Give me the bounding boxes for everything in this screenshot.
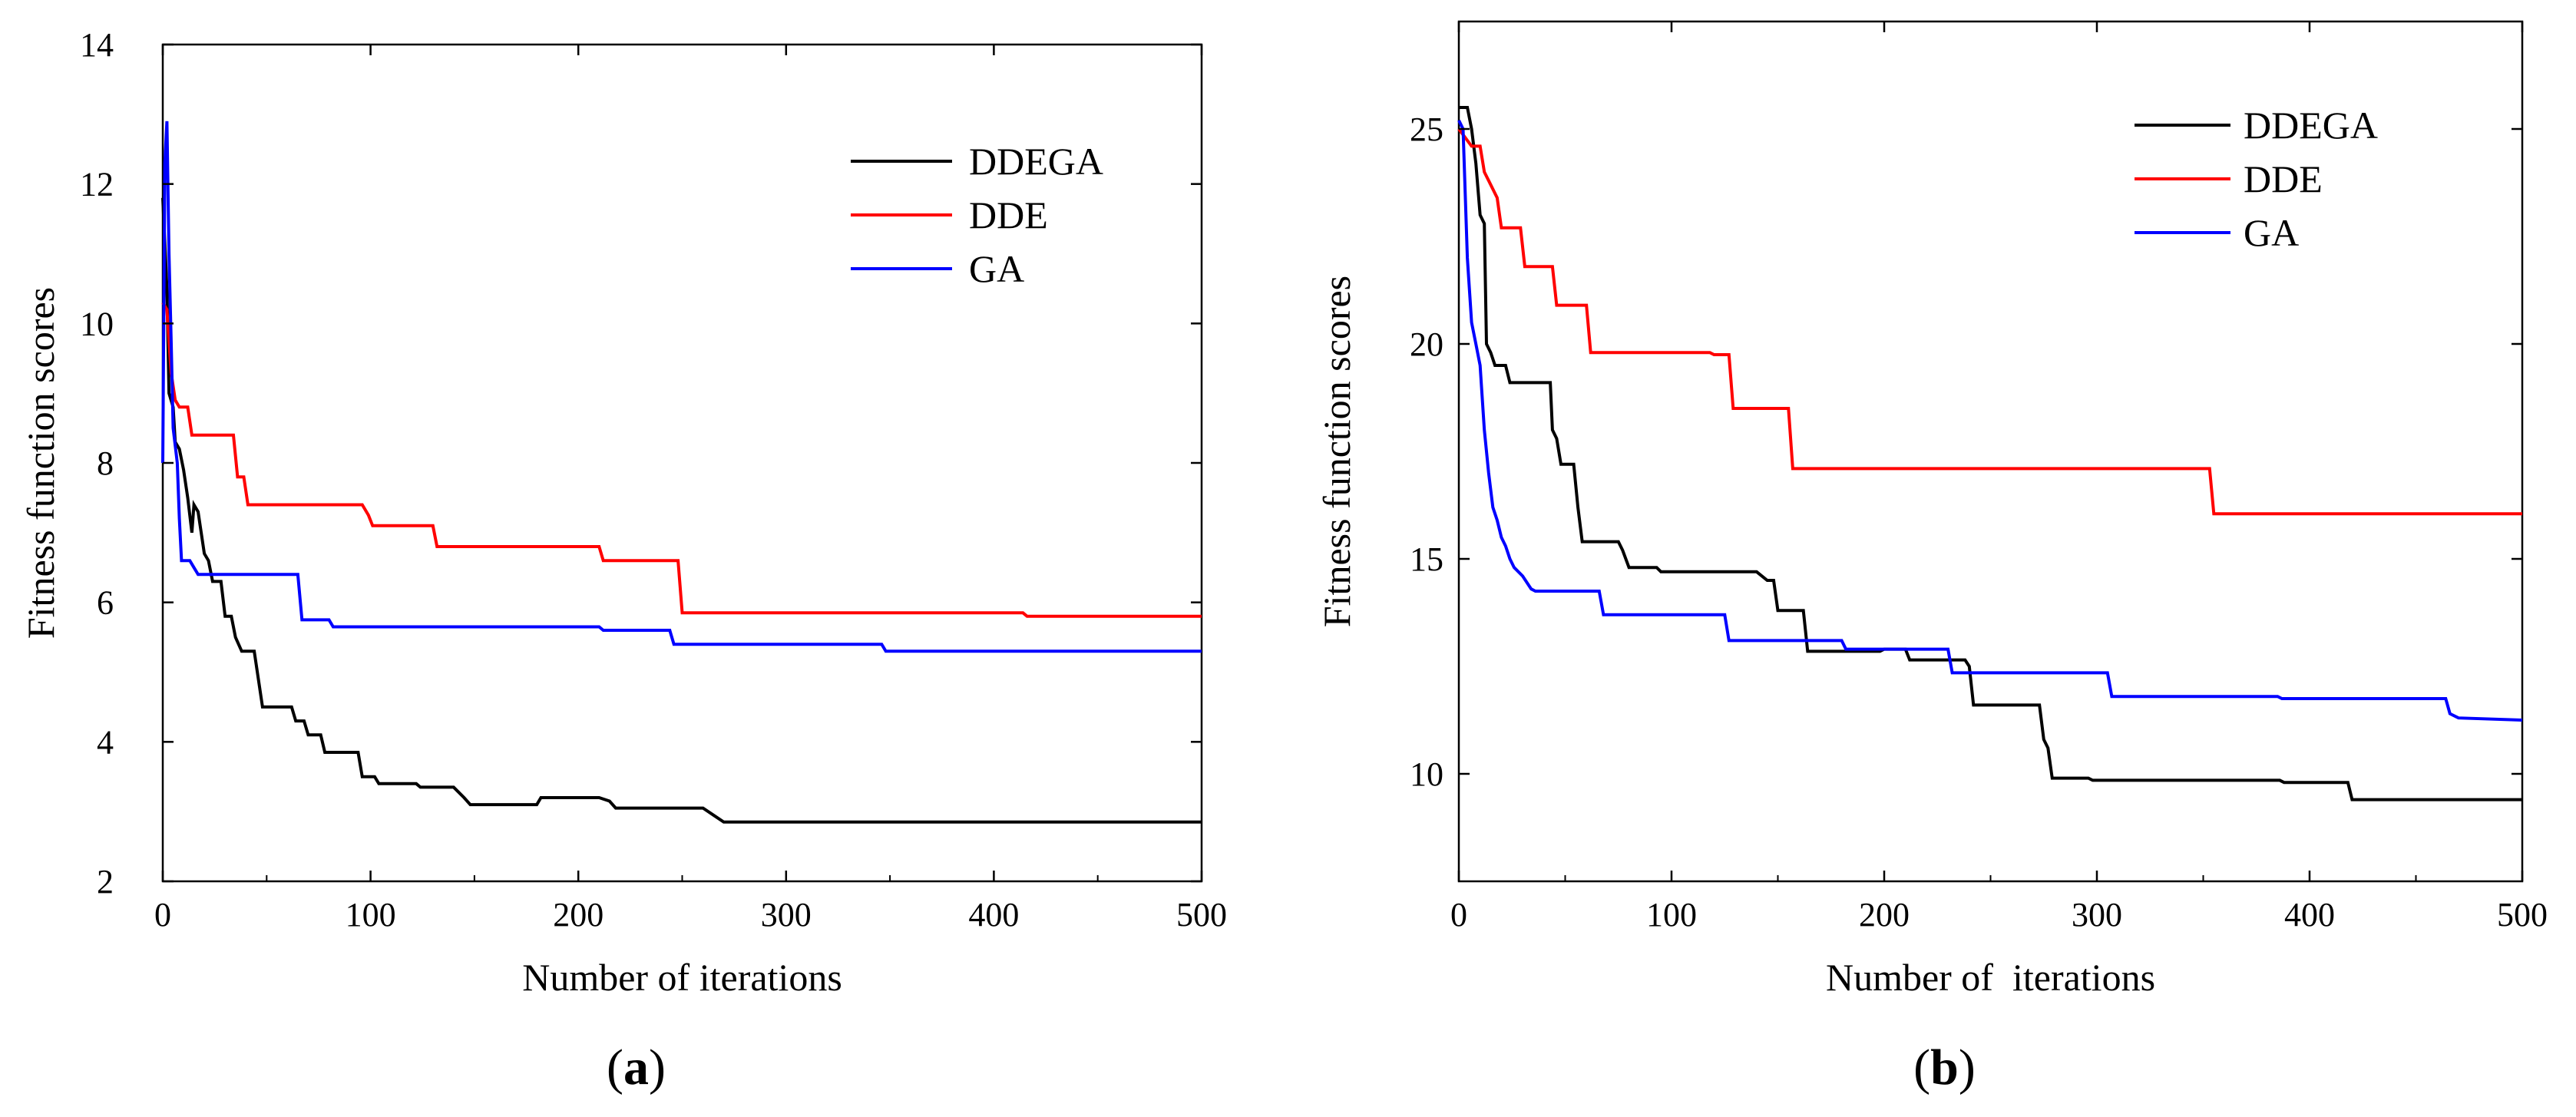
x-tick-label: 100 (1646, 896, 1697, 934)
x-tick-label: 0 (1450, 896, 1467, 934)
panel-caption: (a) (607, 1039, 666, 1096)
chart-panel-b: 0 100 200 300 400 500 10 15 20 25 Number of iterat… (1315, 20, 2548, 1096)
x-tick-label: 0 (154, 896, 171, 934)
x-tick-label: 300 (761, 896, 812, 934)
caption-letter: a (623, 1039, 649, 1096)
x-tick-label: 400 (2284, 896, 2335, 934)
y-tick-label: 4 (97, 723, 114, 761)
y-tick-label: 8 (97, 444, 114, 482)
y-tick-label: 10 (1410, 755, 1443, 793)
x-tick-label: 100 (346, 896, 396, 934)
plot-frame (1457, 20, 2524, 883)
legend-label-ddega: DDEGA (2244, 104, 2378, 147)
caption-open: ( (1913, 1039, 1930, 1096)
legend-label-dde: DDE (969, 193, 1048, 236)
x-axis-title: Number of iterations (522, 956, 842, 999)
legend-label-ddega: DDEGA (969, 140, 1103, 183)
caption-open: ( (607, 1039, 623, 1096)
caption-close: ) (1959, 1039, 1976, 1096)
legend-label-ga: GA (969, 247, 1024, 290)
y-axis-title: Fitness function scores (19, 287, 62, 639)
legend-label-ga: GA (2244, 211, 2299, 254)
x-tick-label: 200 (553, 896, 603, 934)
series-line-ddega (1459, 106, 2522, 801)
y-tick-label: 6 (97, 584, 114, 622)
x-tick-label: 200 (1859, 896, 1910, 934)
caption-close: ) (649, 1039, 666, 1096)
series-line-ga (161, 121, 1202, 653)
x-tick-label: 300 (2072, 896, 2122, 934)
x-tick-label: 500 (1176, 896, 1227, 934)
y-tick-label: 10 (80, 305, 114, 342)
panel-caption: (b) (1913, 1039, 1976, 1096)
chart-panel-a: 0 100 200 300 400 500 2 4 6 8 10 12 14 Number of iter… (19, 26, 1227, 1096)
y-tick-label: 15 (1410, 540, 1443, 578)
caption-letter: b (1930, 1039, 1959, 1096)
y-tick-label: 20 (1410, 326, 1443, 363)
y-tick-label: 25 (1410, 111, 1443, 148)
y-axis-title: Fitness function scores (1315, 276, 1358, 627)
series-line-dde (161, 302, 1202, 618)
x-tick-label: 500 (2497, 896, 2548, 934)
series-line-dde (1457, 127, 2522, 516)
y-tick-label: 2 (97, 863, 114, 901)
x-axis-title: Number of iterations (1826, 956, 2155, 999)
x-tick-label: 400 (968, 896, 1019, 934)
y-tick-label: 12 (80, 166, 114, 203)
y-tick-label: 14 (80, 26, 114, 64)
legend-label-dde: DDE (2244, 157, 2323, 200)
series-line-ga (1457, 119, 2523, 722)
series-line-ddega (161, 197, 1202, 824)
